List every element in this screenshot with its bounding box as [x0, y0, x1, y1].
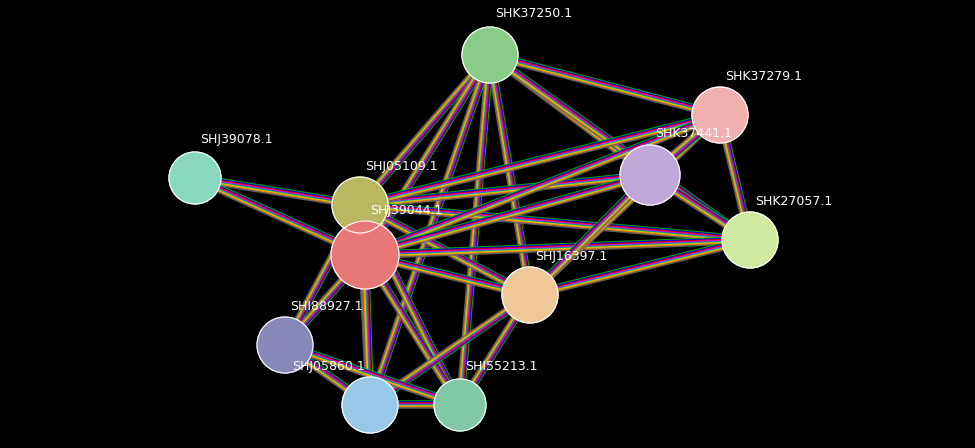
Circle shape	[502, 267, 558, 323]
Circle shape	[257, 317, 313, 373]
Text: SHK37441.1: SHK37441.1	[655, 127, 732, 140]
Circle shape	[434, 379, 486, 431]
Text: SHJ39078.1: SHJ39078.1	[200, 133, 273, 146]
Circle shape	[331, 221, 399, 289]
Text: SHJ16397.1: SHJ16397.1	[535, 250, 607, 263]
Text: SHI55213.1: SHI55213.1	[465, 360, 537, 373]
Text: SHK37250.1: SHK37250.1	[495, 7, 572, 20]
Circle shape	[169, 152, 221, 204]
Text: SHK27057.1: SHK27057.1	[755, 195, 833, 208]
Circle shape	[692, 87, 748, 143]
Circle shape	[332, 177, 388, 233]
Text: SHI88927.1: SHI88927.1	[290, 300, 363, 313]
Circle shape	[342, 377, 398, 433]
Circle shape	[620, 145, 680, 205]
Circle shape	[722, 212, 778, 268]
Circle shape	[462, 27, 518, 83]
Text: SHK37279.1: SHK37279.1	[725, 70, 802, 83]
Text: SHJ05860.1: SHJ05860.1	[292, 360, 365, 373]
Text: SHJ05109.1: SHJ05109.1	[365, 160, 438, 173]
Text: SHJ39044.1: SHJ39044.1	[370, 204, 443, 217]
